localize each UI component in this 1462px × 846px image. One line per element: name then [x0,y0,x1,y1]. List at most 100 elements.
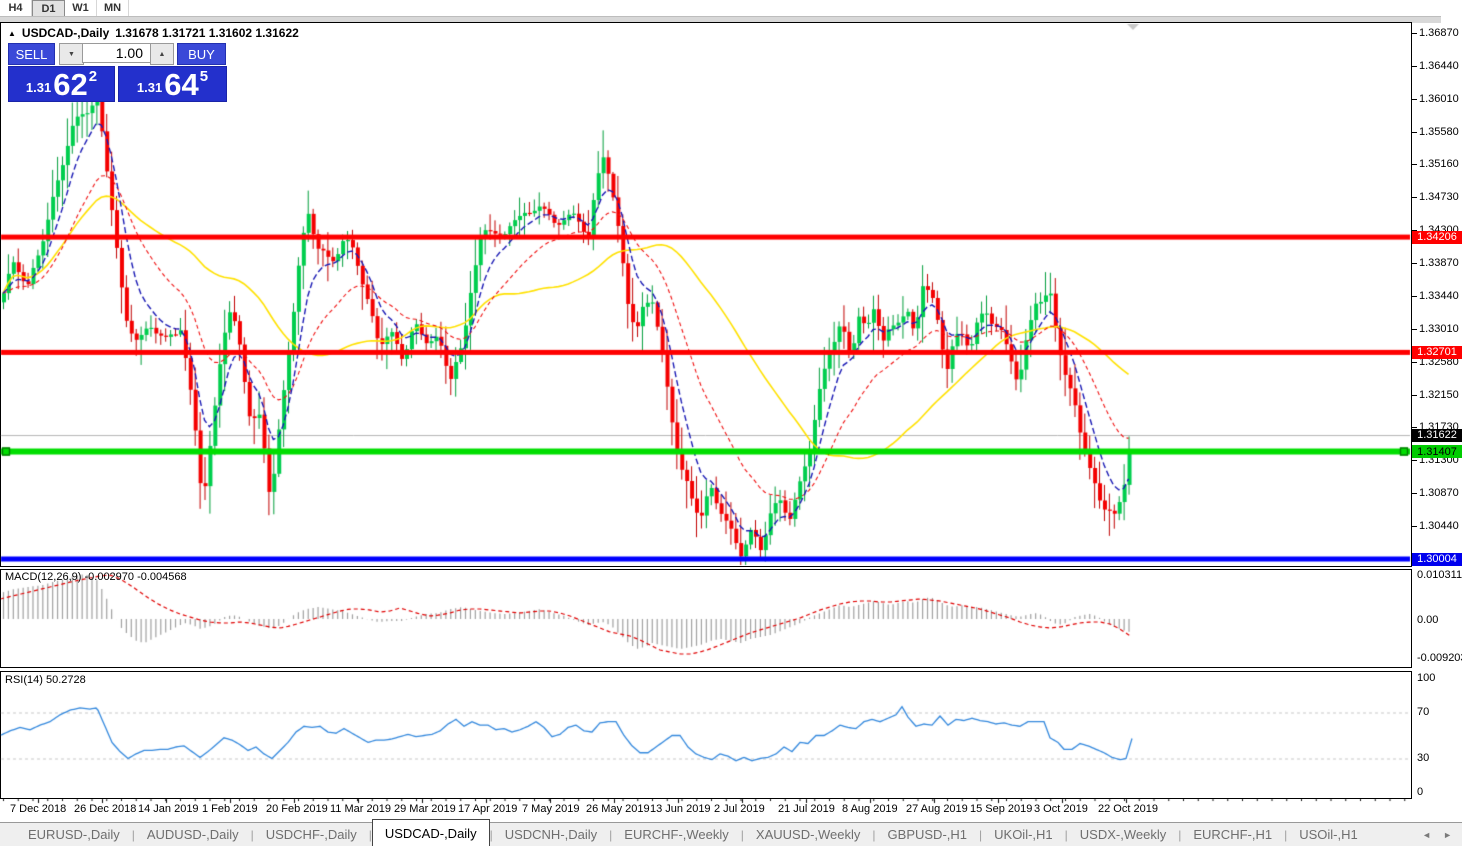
tab-separator: | [609,827,613,842]
collapse-panel-icon[interactable]: ▲ [8,28,16,38]
date-axis-label: 14 Jan 2019 [138,803,199,815]
tab-separator: | [131,827,135,842]
volume-increase-button[interactable]: ▲ [150,43,174,65]
date-axis-label: 3 Oct 2019 [1034,803,1088,815]
tab-separator: | [368,827,372,842]
tab-separator: | [1284,827,1288,842]
macd-label-row: MACD(12,26,9) -0.002970 -0.004568 [5,571,187,583]
macd-value-main: -0.002970 [84,571,135,583]
tab-separator: | [979,827,983,842]
chart-ohlc-values: 1.31678 1.31721 1.31602 1.31622 [115,26,299,40]
level-price-tag: 1.34206 [1412,230,1462,244]
macd-axis-label: -0.009203 [1417,652,1462,664]
buy-price-prefix: 1.31 [136,80,163,95]
tick-dash [1412,295,1417,297]
date-axis-label: 7 May 2019 [522,803,580,815]
tick-dash [1412,131,1417,133]
symbol-tab-ukoil-h1[interactable]: UKOil-,H1 [994,827,1053,842]
tab-separator: | [1178,827,1182,842]
date-axis-label: 17 Apr 2019 [458,803,518,815]
date-axis-label: 13 Jun 2019 [650,803,711,815]
price-tick-label: 1.36010 [1412,93,1462,105]
date-axis-label: 27 Aug 2019 [906,803,968,815]
sell-price-display[interactable]: 1.31 62 2 [8,66,115,102]
buy-price-big: 64 [164,67,199,102]
price-tick-label: 1.34730 [1412,191,1462,203]
volume-decrease-button[interactable]: ▼ [59,43,84,65]
tick-dash [1412,459,1417,461]
symbol-tab-usdchf-daily[interactable]: USDCHF-,Daily [265,827,357,842]
symbol-tab-eurusd-daily[interactable]: EURUSD-,Daily [28,827,120,842]
tab-separator: | [1064,827,1068,842]
tab-separator: | [872,827,876,842]
sell-price-big: 62 [53,67,88,102]
buy-price-display[interactable]: 1.31 64 5 [118,66,227,102]
tab-separator: | [489,827,493,842]
rsi-axis-label: 70 [1417,706,1430,718]
macd-axis-label: 0.00 [1417,614,1439,626]
tick-dash [1412,262,1417,264]
current-price-tag: 1.31622 [1412,428,1462,442]
symbol-tab-bar: EURUSD-,Daily | AUDUSD-,Daily | USDCHF-,Dail… [0,819,1462,846]
symbol-tab-usoil-h1[interactable]: USOil-,H1 [1299,827,1358,842]
rsi-label-row: RSI(14) 50.2728 [5,674,86,686]
chart-title-row: ▲ USDCAD-,Daily 1.31678 1.31721 1.31602 … [8,26,299,40]
date-axis-label: 8 Aug 2019 [842,803,898,815]
symbol-tab-usdcad-daily[interactable]: USDCAD-,Daily [371,819,490,846]
volume-input[interactable]: 1.00 [82,43,152,63]
date-axis-label: 21 Jul 2019 [778,803,835,815]
date-axis-label: 1 Feb 2019 [202,803,258,815]
price-tick-label: 1.35160 [1412,158,1462,170]
symbol-tab-gbpusd-h1[interactable]: GBPUSD-,H1 [887,827,968,842]
date-axis-label: 26 Dec 2018 [74,803,137,815]
date-axis-label: 7 Dec 2018 [10,803,67,815]
date-axis-label: 11 Mar 2019 [330,803,391,815]
symbol-tab-eurchf-h1[interactable]: EURCHF-,H1 [1193,827,1273,842]
tab-scroll-left-icon[interactable]: ◄ [1422,830,1432,840]
tick-dash [1412,33,1417,34]
symbol-tab-usdx-weekly[interactable]: USDX-,Weekly [1079,827,1167,842]
tick-dash [1412,492,1417,494]
symbol-tab-audusd-daily[interactable]: AUDUSD-,Daily [146,827,239,842]
rsi-axis-label: 30 [1417,752,1430,764]
price-tick-label: 1.30440 [1412,520,1462,532]
rsi-value: 50.2728 [45,674,86,686]
rsi-label: RSI(14) [5,674,43,686]
rsi-axis-label: 100 [1417,672,1436,684]
date-axis-label: 20 Feb 2019 [266,803,328,815]
tab-separator: | [740,827,744,842]
date-axis-label: 2 Jul 2019 [714,803,765,815]
macd-axis-label: 0.010311 [1417,569,1462,581]
tab-separator: | [250,827,254,842]
symbol-tab-eurchf-weekly[interactable]: EURCHF-,Weekly [624,827,729,842]
symbol-tab-usdcnh-daily[interactable]: USDCNH-,Daily [504,827,598,842]
tick-dash [1412,328,1417,330]
price-tick-label: 1.33440 [1412,290,1462,302]
level-price-tag: 1.31407 [1412,445,1462,459]
sell-price-sup: 2 [88,68,98,85]
buy-button[interactable]: BUY [177,43,226,65]
tick-dash [1412,65,1417,67]
macd-label: MACD(12,26,9) [5,571,82,583]
price-tick-label: 1.35580 [1412,126,1462,138]
price-tick-label: 1.32150 [1412,389,1462,401]
sell-button[interactable]: SELL [8,43,55,65]
tick-dash [1412,229,1417,231]
chart-title: USDCAD-,Daily [21,26,110,40]
level-price-tag: 1.32701 [1412,345,1462,359]
date-axis-label: 22 Oct 2019 [1098,803,1158,815]
symbol-tab-xauusd-weekly[interactable]: XAUUSD-,Weekly [755,827,861,842]
price-tick-label: 1.33010 [1412,323,1462,335]
tick-dash [1412,361,1417,363]
date-axis-label: 26 May 2019 [586,803,650,815]
level-price-tag: 1.30004 [1412,552,1462,566]
tab-scroll-right-icon[interactable]: ► [1443,830,1452,840]
tick-dash [1412,426,1417,428]
tick-dash [1412,525,1417,527]
price-tick-label: 1.30870 [1412,487,1462,499]
price-tick-label: 1.36870 [1412,27,1462,39]
date-axis-label: 15 Sep 2019 [970,803,1033,815]
price-tick-label: 1.33870 [1412,257,1462,269]
